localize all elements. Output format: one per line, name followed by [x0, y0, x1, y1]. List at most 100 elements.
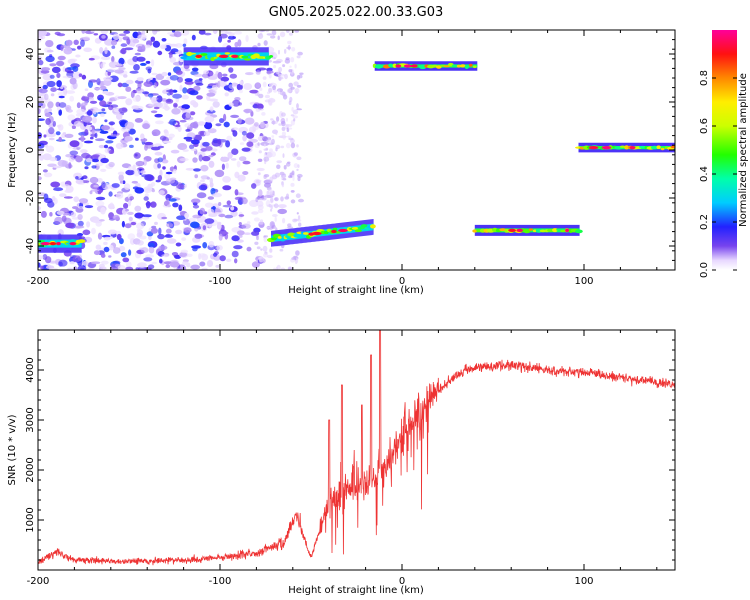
noise-blob	[167, 107, 171, 110]
snr-plot-area	[38, 330, 675, 570]
noise-blob	[98, 191, 101, 195]
noise-blob	[185, 167, 196, 171]
noise-blob	[190, 148, 197, 152]
noise-blob	[82, 115, 93, 123]
noise-blob	[238, 222, 242, 226]
noise-blob	[136, 56, 146, 62]
band-spot	[243, 58, 252, 61]
noise-blob	[154, 113, 163, 118]
noise-blob	[219, 30, 228, 33]
noise-blob	[257, 204, 264, 211]
noise-blob	[160, 79, 171, 86]
noise-blob	[165, 197, 170, 205]
noise-blob	[278, 123, 282, 126]
noise-blob	[65, 90, 76, 94]
noise-blob	[179, 157, 189, 162]
noise-blob	[77, 45, 82, 50]
noise-blob	[166, 238, 177, 244]
noise-blob	[231, 235, 240, 242]
noise-blob	[191, 198, 201, 204]
noise-blob	[83, 47, 93, 53]
noise-blob	[51, 66, 61, 74]
noise-blob	[237, 39, 242, 47]
noise-blob	[109, 134, 119, 137]
noise-blob	[292, 175, 295, 181]
noise-blob	[134, 52, 141, 56]
band-hotspot	[588, 146, 599, 150]
noise-blob	[275, 147, 278, 152]
noise-blob	[280, 196, 284, 202]
noise-blob	[165, 171, 173, 175]
noise-blob	[263, 40, 268, 46]
noise-blob	[232, 36, 236, 39]
noise-blob	[226, 258, 232, 262]
noise-blob	[263, 235, 268, 238]
noise-blob	[218, 202, 222, 206]
noise-blob	[86, 122, 93, 126]
band-spot	[528, 228, 534, 231]
colorbar: 0.0 0.2 0.4 0.6 0.8 Normalized spectral ampl…	[699, 30, 749, 278]
noise-blob	[92, 116, 97, 124]
noise-blob	[100, 30, 109, 35]
noise-blob	[282, 153, 285, 158]
noise-blob	[121, 220, 125, 228]
spectrogram-x-ticks: -200 -100 0 100	[27, 30, 658, 287]
noise-blob	[185, 139, 193, 142]
noise-blob	[211, 148, 218, 152]
noise-blob	[145, 60, 151, 64]
noise-blob	[68, 157, 75, 162]
noise-blob	[270, 118, 274, 121]
noise-blob	[88, 79, 98, 83]
noise-blob	[118, 174, 124, 182]
noise-blob	[38, 60, 44, 66]
noise-blob	[267, 189, 274, 195]
noise-blob	[65, 39, 73, 46]
noise-blob	[165, 98, 174, 104]
noise-blob	[97, 232, 103, 240]
noise-blob	[81, 74, 87, 80]
noise-blob	[251, 211, 259, 215]
noise-blob	[44, 256, 52, 264]
noise-blob	[100, 266, 107, 270]
noise-blob	[157, 163, 162, 169]
band-spot	[370, 224, 376, 229]
noise-blob	[200, 164, 209, 172]
noise-blob	[78, 73, 83, 77]
band-spot	[224, 52, 230, 55]
noise-blob	[222, 185, 232, 191]
noise-blob	[93, 184, 99, 188]
noise-blob	[288, 127, 293, 130]
noise-blob	[269, 176, 274, 182]
noise-blob	[241, 147, 251, 152]
noise-blob	[282, 94, 288, 100]
noise-blob	[103, 76, 113, 81]
noise-blob	[287, 135, 291, 138]
noise-blob	[281, 126, 286, 131]
noise-blob	[251, 261, 260, 268]
noise-blob	[63, 196, 73, 199]
noise-blob	[56, 72, 61, 79]
noise-blob	[232, 99, 241, 107]
band-spot	[650, 145, 659, 150]
colorbar-tick-label: 0.4	[699, 166, 710, 182]
band-spot	[532, 229, 538, 233]
noise-blob	[122, 257, 130, 263]
noise-blob	[125, 79, 134, 85]
noise-blob	[292, 218, 298, 223]
noise-blob	[140, 170, 146, 174]
noise-blob	[123, 30, 131, 34]
noise-blob	[108, 244, 114, 251]
noise-blob	[245, 72, 254, 76]
noise-blob	[51, 195, 56, 202]
y-tick-label: 4000	[25, 357, 36, 382]
noise-blob	[291, 257, 295, 260]
noise-blob	[50, 93, 55, 97]
noise-blob	[230, 114, 240, 118]
noise-blob	[232, 130, 238, 137]
band-spot	[38, 242, 41, 246]
noise-blob	[158, 190, 165, 195]
noise-blob	[128, 249, 132, 256]
noise-blob	[289, 65, 292, 68]
noise-blob	[211, 84, 218, 92]
noise-blob	[125, 208, 129, 212]
